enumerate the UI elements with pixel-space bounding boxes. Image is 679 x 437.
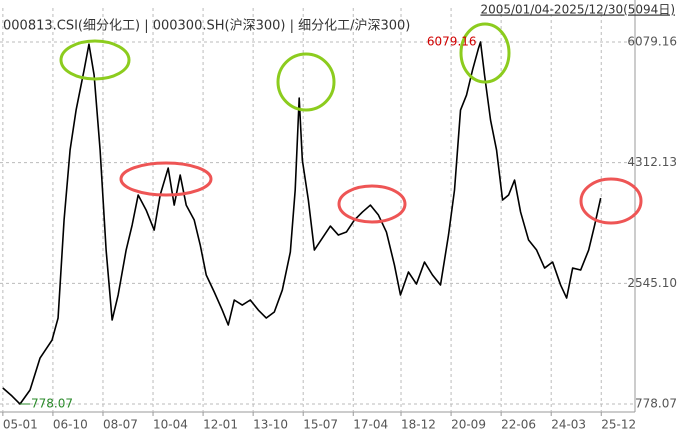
- series-line: [2, 41, 602, 405]
- x-tick-label: 18-12: [401, 418, 436, 432]
- x-tick-label: 24-03: [551, 418, 586, 432]
- y-tick-label: 778.07: [635, 397, 677, 411]
- x-tick-label: 06-10: [53, 418, 88, 432]
- x-tick-label: 22-06: [501, 418, 536, 432]
- x-tick-label: 08-07: [103, 418, 138, 432]
- highlight-green: [276, 52, 336, 112]
- y-tick-label: 2545.10: [627, 276, 677, 290]
- highlight-red: [119, 161, 213, 197]
- x-tick-label: 13-10: [253, 418, 288, 432]
- y-tick-label: 4312.13: [627, 155, 677, 169]
- highlight-green: [59, 39, 131, 81]
- min-label: 778.07: [31, 397, 73, 411]
- max-label: 6079.16: [427, 34, 477, 48]
- plot: [2, 41, 602, 405]
- highlight-green: [459, 22, 511, 84]
- x-tick-label: 20-09: [451, 418, 486, 432]
- chart-title: 000813.CSI(细分化工) | 000300.SH(沪深300) | 细分…: [3, 18, 410, 34]
- y-tick-label: 6079.16: [627, 34, 677, 48]
- x-tick-label: 05-01: [3, 418, 38, 432]
- x-tick-label: 17-04: [353, 418, 388, 432]
- highlight-red: [579, 177, 643, 225]
- x-tick-label: 25-12: [601, 418, 636, 432]
- x-tick-label: 15-07: [303, 418, 338, 432]
- x-tick-label: 10-04: [153, 418, 188, 432]
- date-range[interactable]: 2005/01/04-2025/12/30(5094日): [480, 3, 675, 17]
- x-tick-label: 12-01: [203, 418, 238, 432]
- highlight-red: [337, 184, 407, 224]
